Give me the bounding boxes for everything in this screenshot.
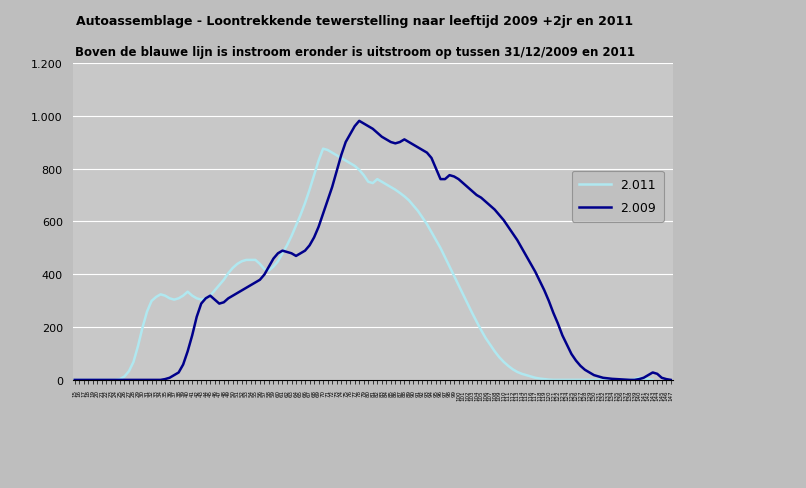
2.011 [418, 215, 427, 221]
2.009 [70, 377, 80, 383]
2.009 [648, 370, 658, 376]
Line: 2.011: 2.011 [75, 149, 653, 380]
2.011 [648, 377, 658, 383]
2.011 [70, 377, 80, 383]
2.009 [666, 377, 675, 383]
2.009 [467, 189, 477, 195]
2.011 [318, 146, 328, 152]
Legend: 2.011, 2.009: 2.011, 2.009 [571, 171, 664, 222]
2.009 [449, 174, 459, 180]
2.009 [485, 203, 495, 209]
2.011 [580, 377, 590, 383]
2.009 [634, 376, 644, 382]
2.011 [228, 265, 238, 271]
Line: 2.009: 2.009 [75, 122, 671, 380]
2.009 [110, 377, 120, 383]
2.009 [355, 119, 364, 124]
2.011 [97, 377, 106, 383]
Text: Autoassemblage - Loontrekkende tewerstelling naar leeftijd 2009 +2jr en 2011: Autoassemblage - Loontrekkende tewerstel… [76, 15, 634, 28]
2.011 [530, 375, 540, 381]
2.011 [377, 180, 387, 185]
Text: Boven de blauwe lijn is instroom eronder is uitstroom op tussen 31/12/2009 en 20: Boven de blauwe lijn is instroom eronder… [75, 46, 634, 60]
